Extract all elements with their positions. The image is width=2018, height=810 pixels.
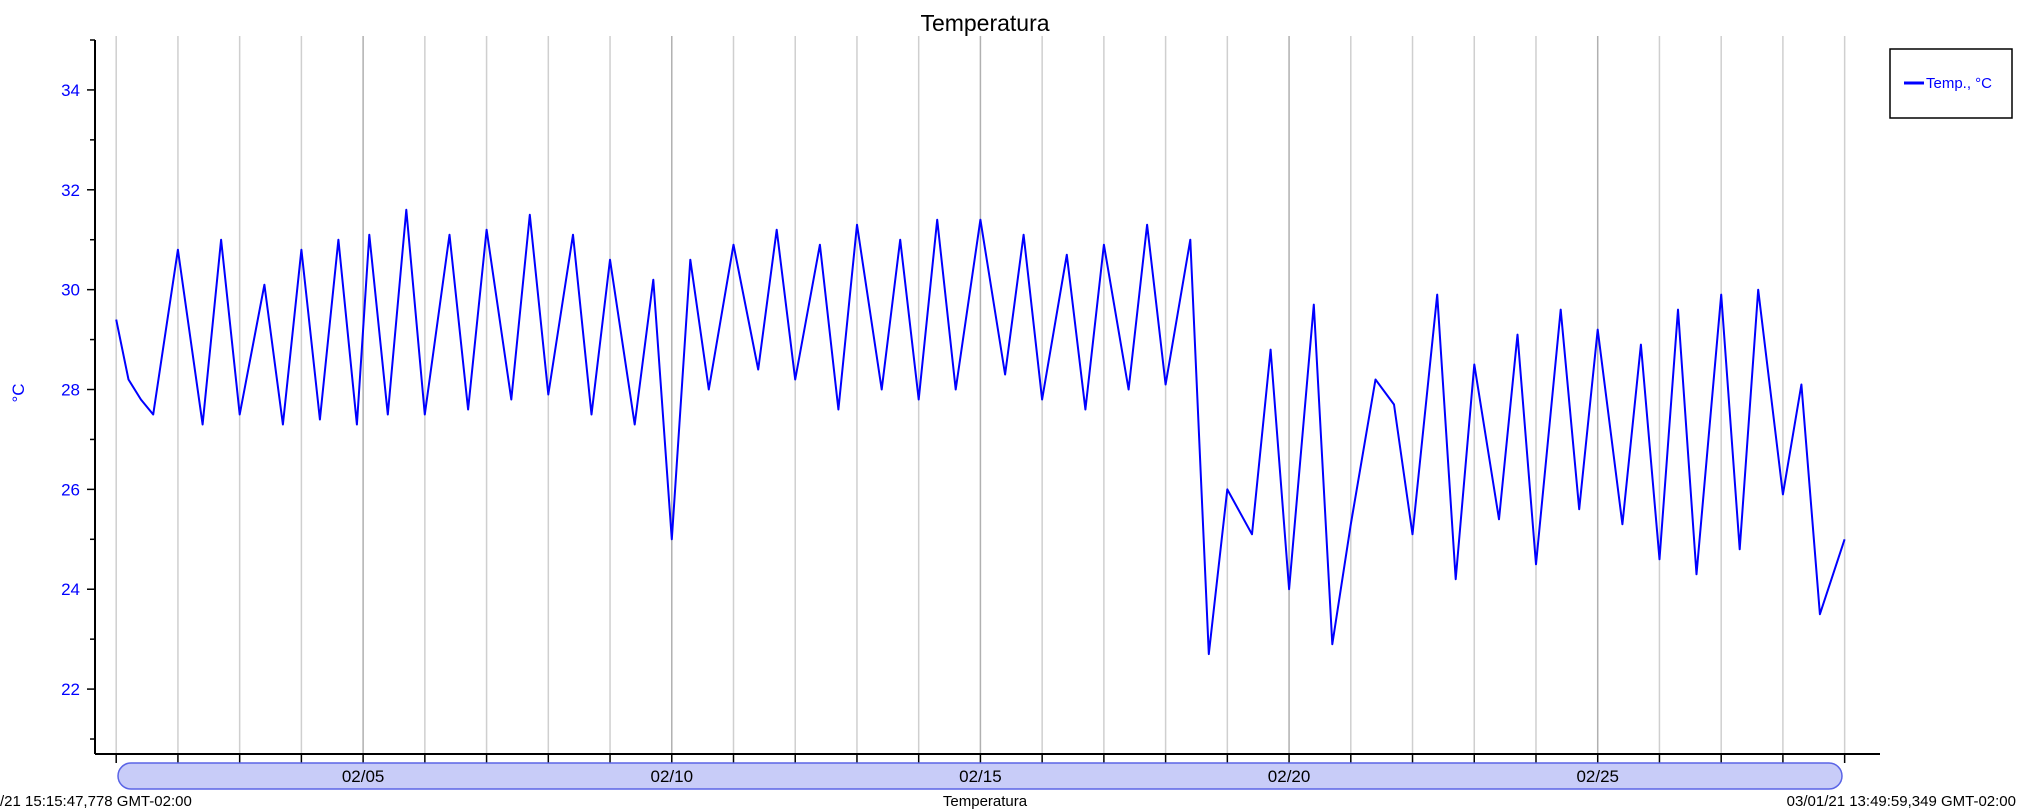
scrollbar-title: Temperatura bbox=[943, 793, 1028, 810]
legend-entry-label: Temp., °C bbox=[1926, 75, 1992, 92]
y-tick-label: 32 bbox=[61, 181, 80, 200]
x-tick-label: 02/10 bbox=[650, 767, 693, 786]
y-tick-label: 28 bbox=[61, 381, 80, 400]
y-tick-label: 22 bbox=[61, 680, 80, 699]
y-tick-label: 30 bbox=[61, 281, 80, 300]
range-end-label: 03/01/21 13:49:59,349 GMT-02:00 bbox=[1787, 793, 2016, 810]
y-ticks: 22 24 26 28 30 32 34 bbox=[61, 39, 95, 740]
y-tick-label: 34 bbox=[61, 81, 80, 100]
x-tick-label: 02/05 bbox=[342, 767, 385, 786]
series-layer bbox=[115, 208, 1846, 656]
axes bbox=[94, 40, 1880, 755]
chart-title: Temperatura bbox=[920, 10, 1049, 36]
time-scrollbar[interactable]: 02/05 02/10 02/15 02/20 02/25 bbox=[117, 762, 1843, 790]
scrollbar-track[interactable] bbox=[117, 762, 1843, 790]
range-start-label: /21 15:15:47,778 GMT-02:00 bbox=[0, 793, 192, 810]
y-tick-label: 26 bbox=[61, 480, 80, 499]
series-line-temp bbox=[115, 208, 1846, 656]
x-tick-label: 02/20 bbox=[1268, 767, 1311, 786]
vertical-grid bbox=[115, 36, 1846, 763]
x-tick-label: 02/15 bbox=[959, 767, 1002, 786]
y-tick-label: 24 bbox=[61, 580, 80, 599]
y-axis-label: °C bbox=[9, 383, 28, 402]
legend: Temp., °C bbox=[1889, 48, 2013, 119]
x-tick-label: 02/25 bbox=[1576, 767, 1619, 786]
